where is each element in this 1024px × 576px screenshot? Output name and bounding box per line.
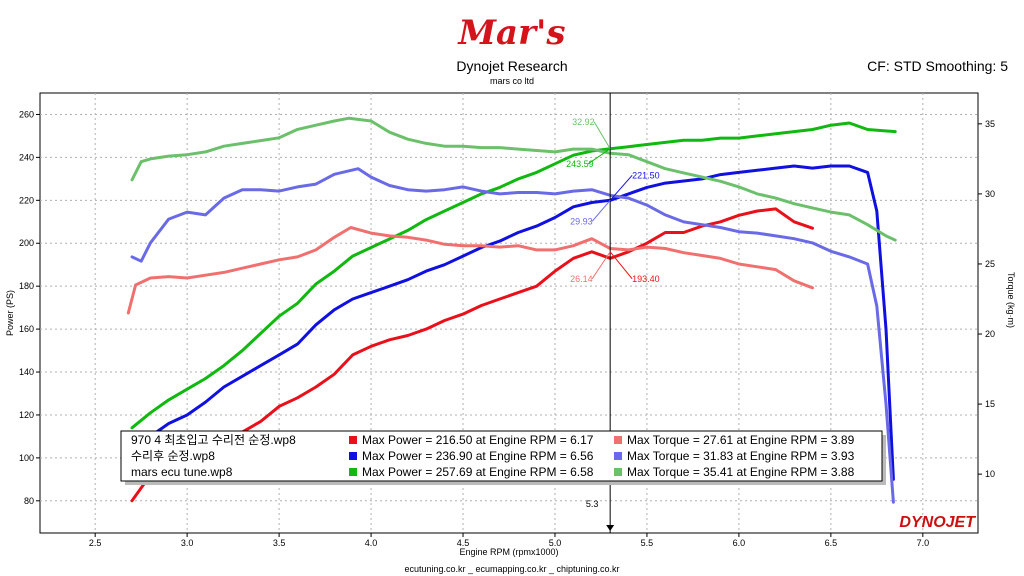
legend-entry: Max Power = 216.50 at Engine RPM = 6.17 xyxy=(362,433,594,447)
y2-tick-label: 35 xyxy=(985,119,995,129)
x-tick-label: 6.5 xyxy=(825,538,838,548)
legend-entry: Max Torque = 35.41 at Engine RPM = 3.88 xyxy=(627,465,855,479)
y-tick-label: 240 xyxy=(19,152,34,162)
legend-swatch xyxy=(614,468,622,476)
peak-leader-line xyxy=(609,174,633,201)
chart-title: Dynojet Research xyxy=(456,58,567,74)
y-tick-label: 200 xyxy=(19,238,34,248)
x-tick-label: 6.0 xyxy=(733,538,746,548)
lightgreen-torque-line xyxy=(130,116,897,242)
x-tick-label: 5.0 xyxy=(549,538,562,548)
peak-value-label: 243.59 xyxy=(566,159,594,169)
y2-axis-ticks: 10 15 20 25 30 35 xyxy=(978,119,995,479)
legend-box xyxy=(120,430,883,482)
legend-entry: Max Power = 257.69 at Engine RPM = 6.58 xyxy=(362,465,594,479)
y2-tick-label: 25 xyxy=(985,259,995,269)
y-tick-label: 260 xyxy=(19,109,34,119)
dynojet-brand: DYNOJET xyxy=(899,514,976,531)
legend-swatch xyxy=(349,452,357,460)
red-power-line xyxy=(130,207,814,503)
legend-file-2: 수리후 순정.wp8 xyxy=(131,449,215,463)
peak-leader-line xyxy=(593,121,611,150)
peak-value-label: 32.92 xyxy=(572,117,595,127)
y2-tick-label: 15 xyxy=(985,399,995,409)
peak-leader-line xyxy=(591,251,611,280)
y2-axis-label: Torque (kg·m) xyxy=(1006,272,1016,328)
x-tick-label: 5.5 xyxy=(641,538,654,548)
y-tick-label: 80 xyxy=(24,496,34,506)
y2-tick-label: 20 xyxy=(985,329,995,339)
brand-logo: Mar's xyxy=(457,13,565,53)
y-axis-ticks: 80 100 120 140 160 180 200 220 240 260 xyxy=(19,109,40,506)
peak-value-label: 193.40 xyxy=(632,274,660,284)
x-tick-label: 7.0 xyxy=(917,538,930,548)
y-tick-label: 120 xyxy=(19,410,34,420)
legend-swatch xyxy=(349,468,357,476)
chart-subtitle: mars co ltd xyxy=(490,76,534,86)
peak-value-label: 29.93 xyxy=(570,216,593,226)
x-tick-label: 4.5 xyxy=(457,538,470,548)
green-power-line xyxy=(130,121,897,430)
blue-power-line xyxy=(130,164,895,481)
y-axis-label: Power (PS) xyxy=(5,290,15,336)
x-axis-ticks: 2.5 3.0 3.5 4.0 4.5 5.0 5.5 6.0 6.5 7.0 xyxy=(89,533,929,548)
cursor-marker-icon xyxy=(606,525,615,531)
y2-tick-label: 10 xyxy=(985,469,995,479)
x-tick-label: 3.0 xyxy=(181,538,194,548)
series-lines xyxy=(126,116,897,504)
lightblue-torque-line xyxy=(130,167,895,504)
x-tick-label: 3.5 xyxy=(273,538,286,548)
y-tick-label: 140 xyxy=(19,367,34,377)
legend-entries: Max Power = 216.50 at Engine RPM = 6.17 M… xyxy=(349,433,855,479)
lightred-torque-line xyxy=(126,226,814,315)
peak-value-label: 221.50 xyxy=(632,170,660,180)
footer-sites: ecutuning.co.kr _ ecumapping.co.kr _ chi… xyxy=(404,564,619,574)
legend-entry: Max Power = 236.90 at Engine RPM = 6.56 xyxy=(362,449,594,463)
peak-leader-line xyxy=(609,251,633,280)
y-tick-label: 160 xyxy=(19,324,34,334)
cf-smoothing-label: CF: STD Smoothing: 5 xyxy=(867,58,1008,74)
peak-leader-line xyxy=(591,199,611,222)
x-tick-label: 2.5 xyxy=(89,538,102,548)
y-tick-label: 100 xyxy=(19,453,34,463)
x-tick-label: 4.0 xyxy=(365,538,378,548)
x-axis-label: Engine RPM (rpmx1000) xyxy=(459,547,558,557)
cursor-label: 5.3 xyxy=(586,499,599,509)
y-tick-label: 180 xyxy=(19,281,34,291)
legend-file-1: 970 4 최초입고 수리전 순정.wp8 xyxy=(131,433,296,447)
y2-tick-label: 30 xyxy=(985,189,995,199)
legend-swatch xyxy=(614,436,622,444)
legend-entry: Max Torque = 31.83 at Engine RPM = 3.93 xyxy=(627,449,855,463)
legend-file-3: mars ecu tune.wp8 xyxy=(131,465,233,479)
peak-leader-line xyxy=(587,148,611,165)
legend-entry: Max Torque = 27.61 at Engine RPM = 3.89 xyxy=(627,433,855,447)
peak-labels: 32.92 243.59 221.50 29.93 26.14 193.40 xyxy=(566,117,660,284)
legend-swatch xyxy=(614,452,622,460)
y-tick-label: 220 xyxy=(19,195,34,205)
legend: 970 4 최초입고 수리전 순정.wp8 수리후 순정.wp8 mars ec… xyxy=(120,430,886,485)
peak-value-label: 26.14 xyxy=(570,274,593,284)
legend-swatch xyxy=(349,436,357,444)
